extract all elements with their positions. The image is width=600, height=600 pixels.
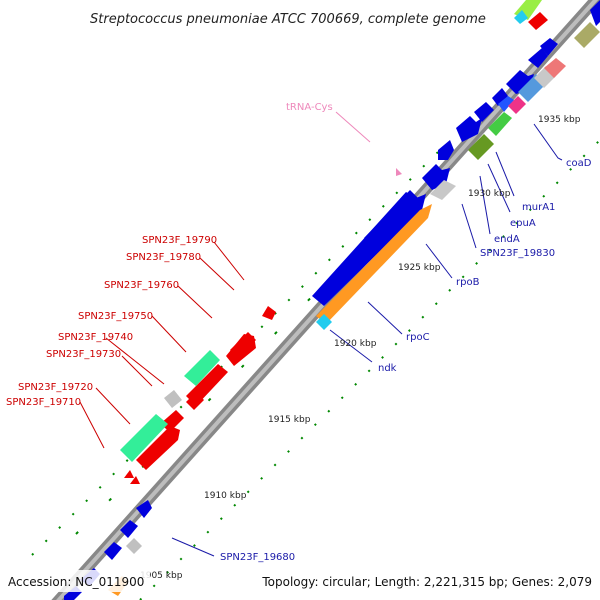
- ruler-label-1930: 1930 kbp: [468, 189, 511, 199]
- gene-blue-10[interactable]: [120, 520, 138, 538]
- gene-salmon[interactable]: [544, 58, 566, 78]
- right-leader-lines: [171, 123, 563, 557]
- gene-blue-9[interactable]: [590, 0, 600, 26]
- trna-leader-line: [335, 111, 371, 143]
- gene-SPN23F_19750[interactable]: [184, 350, 220, 386]
- gene-blue-12[interactable]: [104, 542, 122, 560]
- gene-red-mini-2[interactable]: [130, 476, 140, 484]
- gene-red-small[interactable]: [160, 410, 184, 432]
- ruler-label-1910: 1910 kbp: [204, 491, 247, 501]
- footer-right-backdrop: [255, 570, 600, 592]
- label-SPN23F_19780: SPN23F_19780: [126, 252, 201, 263]
- ruler-label-1915: 1915 kbp: [268, 415, 311, 425]
- gene-blue-4[interactable]: [474, 102, 494, 122]
- trna-cys-marker[interactable]: [396, 168, 402, 176]
- label-murA1: murA1: [522, 202, 555, 213]
- label-coaD: coaD: [566, 158, 592, 169]
- label-ndk: ndk: [378, 363, 397, 374]
- gene-SPN23F_19720[interactable]: [120, 414, 168, 462]
- gene-SPN23F_19760b[interactable]: [226, 334, 256, 366]
- gene-rpoB-upper[interactable]: [364, 190, 420, 246]
- gene-blue-7[interactable]: [528, 48, 548, 68]
- ruler-label-1905: 1905 kbp: [140, 571, 183, 581]
- gene-blue-11[interactable]: [136, 500, 152, 518]
- gene-blue-5[interactable]: [492, 88, 508, 106]
- reverse-genes: [124, 306, 276, 484]
- gene-SPN23F_19790[interactable]: [262, 306, 276, 320]
- label-SPN23F_19830: SPN23F_19830: [480, 248, 555, 259]
- label-SPN23F_19720: SPN23F_19720: [18, 382, 93, 393]
- forward-genes: [64, 0, 600, 600]
- label-endA: endA: [494, 234, 520, 245]
- label-rpoB: rpoB: [456, 277, 480, 288]
- gene-blue-2[interactable]: [438, 140, 454, 160]
- label-SPN23F_19710: SPN23F_19710: [6, 397, 81, 408]
- label-SPN23F_19680: SPN23F_19680: [220, 552, 295, 563]
- footer-accession: Accession: NC_011900: [8, 575, 144, 589]
- label-epuA: epuA: [510, 218, 536, 229]
- ruler-label-1920: 1920 kbp: [334, 339, 377, 349]
- gene-grey-endA[interactable]: [430, 180, 456, 200]
- gene-olive-murA1[interactable]: [468, 134, 494, 160]
- gene-green-epuA[interactable]: [488, 112, 512, 136]
- label-SPN23F_19750: SPN23F_19750: [78, 311, 153, 322]
- gene-cyan-top[interactable]: [514, 10, 528, 24]
- gene-grey-left[interactable]: [164, 390, 182, 408]
- label-SPN23F_19760: SPN23F_19760: [104, 280, 179, 291]
- label-SPN23F_19790: SPN23F_19790: [142, 235, 217, 246]
- mint-genes: [120, 350, 220, 462]
- footer-left-backdrop: [0, 570, 150, 592]
- label-rpoC: rpoC: [406, 332, 430, 343]
- gene-red-top[interactable]: [528, 12, 548, 30]
- label-SPN23F_19740: SPN23F_19740: [58, 332, 133, 343]
- gene-pink-coaD[interactable]: [508, 96, 526, 114]
- label-SPN23F_19730: SPN23F_19730: [46, 349, 121, 360]
- gene-ndk[interactable]: [316, 314, 332, 330]
- gene-SPN23F_19710[interactable]: [136, 426, 180, 470]
- ruler-label-1935: 1935 kbp: [538, 115, 581, 125]
- gene-SPN23F_19730[interactable]: [186, 392, 204, 410]
- gene-red-mini-1[interactable]: [124, 470, 134, 478]
- gene-blue-15[interactable]: [498, 96, 514, 112]
- gene-grey-bottom[interactable]: [126, 538, 142, 554]
- map-title: Streptococcus pneumoniae ATCC 700669, co…: [90, 12, 486, 27]
- gene-khaki[interactable]: [574, 22, 600, 48]
- left-leader-lines: [79, 241, 245, 449]
- gene-rpoC[interactable]: [316, 204, 432, 324]
- gene-blue-8[interactable]: [540, 38, 558, 56]
- gene-blue-3[interactable]: [456, 116, 482, 142]
- ruler-label-1925: 1925 kbp: [398, 263, 441, 273]
- rpo-genes: [108, 0, 600, 596]
- footer-summary: Topology: circular; Length: 2,221,315 bp…: [261, 575, 592, 589]
- label-trna-cys: tRNA-Cys: [286, 102, 333, 113]
